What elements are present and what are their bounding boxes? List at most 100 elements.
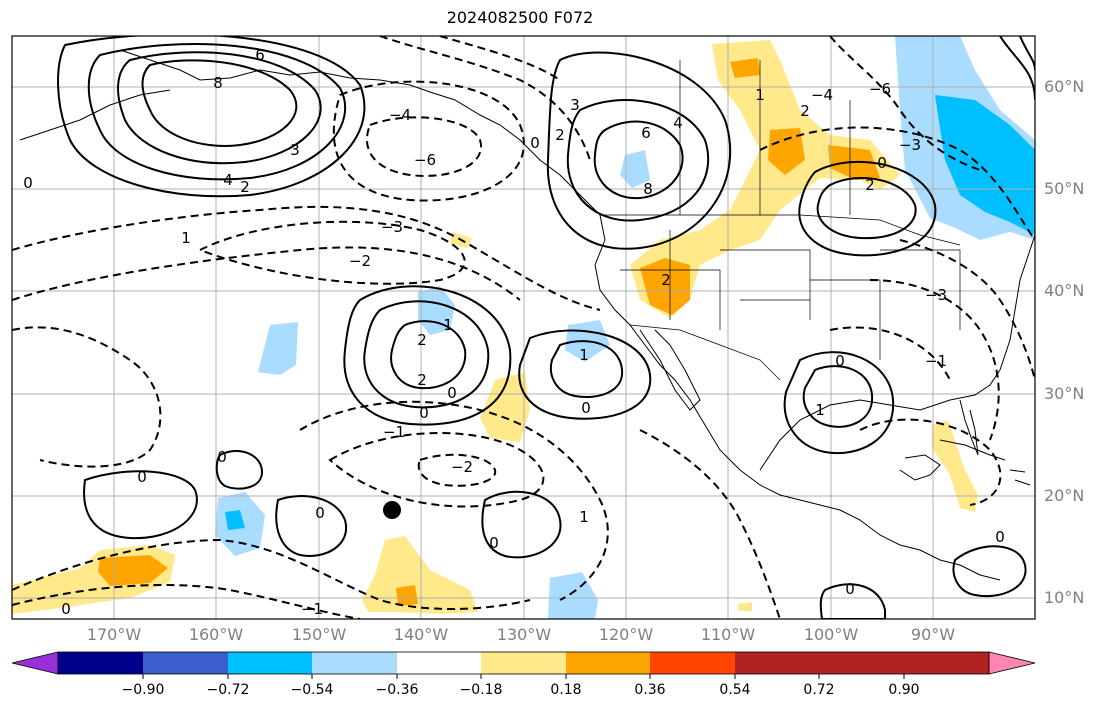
state-border-1 — [620, 269, 721, 330]
solid-contours — [57, 36, 1035, 619]
aleutians — [19, 89, 171, 141]
contour-neg-3 — [197, 220, 466, 285]
contour-baja-high-2 — [518, 329, 652, 420]
contour-small-4 — [215, 450, 264, 490]
contour-label: 0 — [61, 600, 71, 618]
map-frame — [11, 35, 1036, 620]
shade-orange-3 — [396, 585, 418, 606]
contour-zero-central — [299, 400, 609, 601]
contour-neg-6 — [365, 116, 483, 177]
contour-south-band-2 — [12, 584, 361, 619]
contour-label: −2 — [451, 458, 473, 476]
lon-label-110w: 110°W — [700, 625, 756, 644]
colorbar-segment — [397, 652, 481, 674]
east-coast — [999, 234, 1035, 371]
contour-label: 2 — [800, 102, 810, 120]
contour-label: 8 — [643, 180, 653, 198]
contour-label: −1 — [383, 423, 405, 441]
contour-high-west-1 — [593, 120, 684, 200]
contour-label: 2 — [661, 271, 671, 289]
contour-label: 0 — [137, 468, 147, 486]
contour-high-east-1 — [816, 177, 917, 240]
shade-west-orange-1 — [640, 258, 690, 315]
shade-orange-4 — [98, 555, 168, 586]
colorbar-outline — [57, 651, 990, 675]
florida — [959, 399, 979, 456]
contour-small-3 — [481, 490, 562, 559]
contour-label: −3 — [925, 286, 947, 304]
colorbar-tick-label: −0.18 — [459, 682, 503, 698]
caribbean-islands — [1009, 469, 1031, 486]
contour-label: 2 — [865, 176, 875, 194]
colorbar-segment — [312, 652, 397, 674]
shade-yellow-1 — [480, 372, 530, 442]
contour-small-1 — [83, 470, 198, 540]
lon-label-100w: 100°W — [803, 625, 859, 644]
contour-label: −4 — [389, 106, 411, 124]
colorbar-tick-label: 0.18 — [550, 682, 582, 698]
contour-mid-pacific-high-2 — [363, 300, 490, 409]
contour-label: −6 — [869, 80, 891, 98]
contour-label: 0 — [995, 528, 1005, 546]
state-border-4 — [880, 249, 961, 330]
contour-label: 1 — [579, 508, 589, 526]
contour-label: 2 — [555, 126, 565, 144]
canada-province-border — [679, 60, 851, 215]
us-borders — [600, 60, 961, 381]
contour-labels: 6 8 4 3 2 1 0 −6 −4 −3 −2 6 8 4 3 2 0 2 … — [23, 46, 1005, 618]
shade-light-blue-6 — [548, 572, 598, 619]
state-border-2 — [720, 249, 811, 320]
shade-west-yellow-band — [630, 40, 900, 318]
contour-label: 2 — [240, 178, 250, 196]
shade-west-orange-4 — [730, 58, 760, 78]
contour-label: 0 — [489, 534, 499, 552]
contour-label: 6 — [641, 124, 651, 142]
contour-texas-1 — [802, 365, 874, 428]
contour-texas-2 — [783, 351, 895, 455]
lon-label-140w: 140°W — [393, 625, 449, 644]
contour-baja-high-1 — [550, 340, 624, 398]
lon-label-120w: 120°W — [598, 625, 654, 644]
contour-label: 1 — [815, 401, 825, 419]
shade-yellow-5 — [932, 420, 978, 512]
contour-mid-pacific-high-3 — [343, 285, 512, 426]
lon-label-160w: 160°W — [188, 625, 244, 644]
contour-label: −1 — [301, 600, 323, 618]
contour-label: 0 — [581, 399, 591, 417]
lat-label-60n: 60°N — [1044, 77, 1085, 96]
contour-label: −6 — [414, 151, 436, 169]
contour-neg-1 — [12, 205, 601, 311]
contour-high-west-2 — [566, 99, 710, 222]
colorbar-tick-label: −0.54 — [290, 682, 334, 698]
colorbar-tick-label: 0.54 — [719, 682, 751, 698]
contour-label: 6 — [255, 46, 265, 64]
contour-label: 4 — [223, 171, 233, 189]
cuba — [939, 439, 1006, 461]
contour-label: 0 — [315, 504, 325, 522]
contour-label: 2 — [417, 331, 427, 349]
contour-label: 1 — [579, 346, 589, 364]
contour-neg-gulf — [859, 418, 1002, 506]
colorbar-segment — [735, 652, 819, 674]
contour-neg-east-4 — [829, 326, 951, 381]
lon-label-170w: 170°W — [86, 625, 142, 644]
gulf-of-mexico — [759, 369, 1001, 471]
gridlines — [12, 36, 1035, 619]
lat-label-40n: 40°N — [1044, 281, 1085, 300]
contour-label: 0 — [877, 154, 887, 172]
contour-north-central-2 — [439, 36, 561, 81]
shade-west-orange-2 — [768, 128, 805, 175]
contour-west-edge — [12, 326, 162, 468]
map-title: 2024082500 F072 — [446, 8, 594, 27]
contour-neg-1-central — [328, 432, 545, 508]
contour-label: −3 — [381, 218, 403, 236]
contour-label: 3 — [570, 96, 580, 114]
colorbar-tick-label: −0.36 — [375, 682, 419, 698]
yucatan — [899, 454, 941, 481]
state-border-3 — [810, 279, 881, 360]
colorbar-tick-label: −0.72 — [206, 682, 250, 698]
contour-high-west-3 — [546, 51, 732, 250]
north-america-west-coast — [594, 214, 1001, 581]
lat-label-30n: 30°N — [1044, 384, 1085, 403]
colorbar-tick-label: 0.72 — [803, 682, 835, 698]
